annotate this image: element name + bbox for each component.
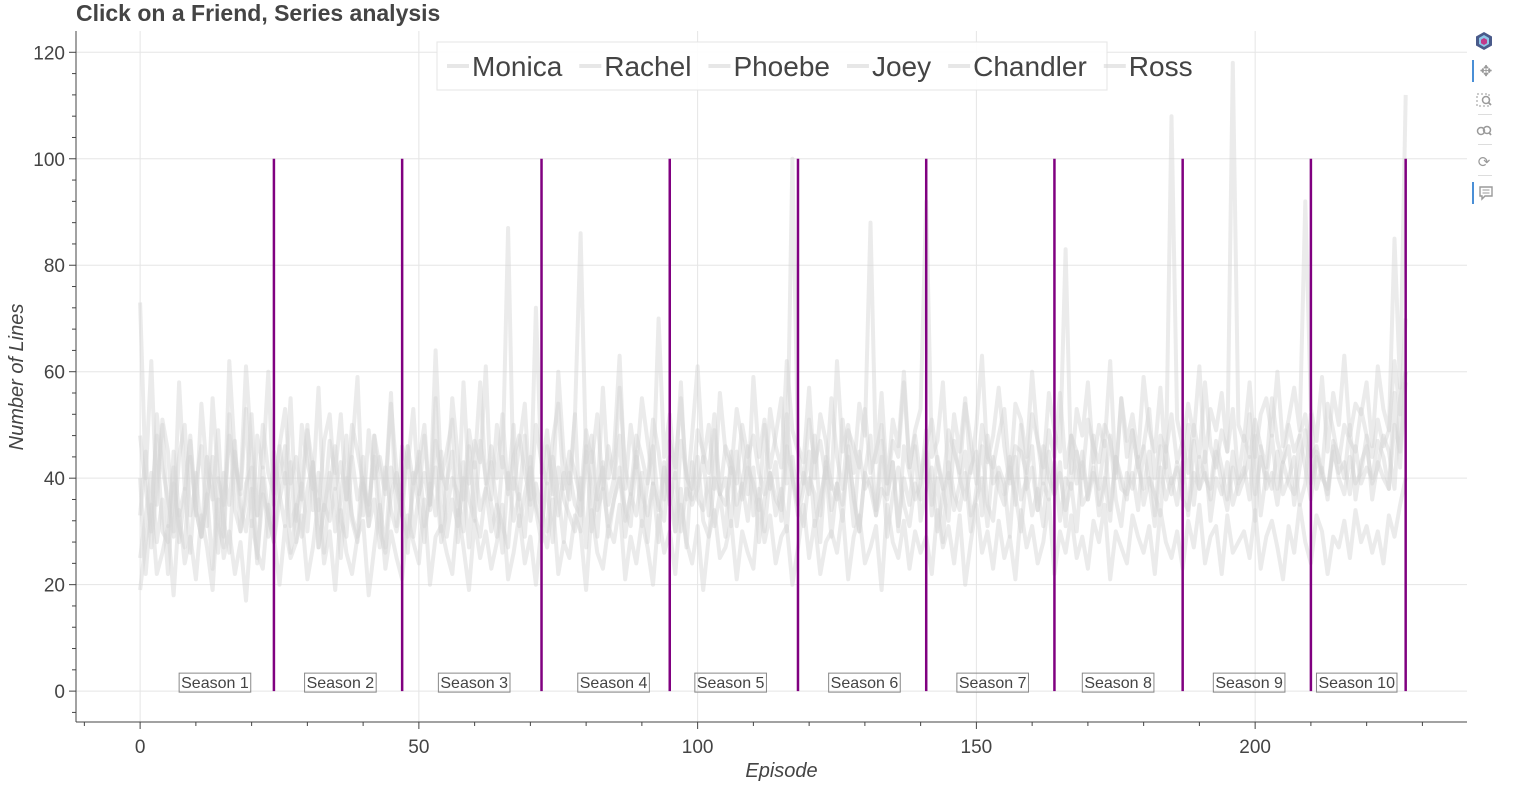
season-label-text: Season 7 <box>959 675 1027 692</box>
season-label-text: Season 2 <box>307 675 375 692</box>
legend-box <box>436 41 1108 91</box>
season-label: Season 5 <box>694 672 767 693</box>
season-label-box <box>1212 672 1286 693</box>
bokeh-logo-icon[interactable] <box>1472 30 1496 52</box>
season-label: Season 8 <box>1081 672 1155 693</box>
series-line-ross[interactable] <box>138 60 1408 539</box>
season-label-text: Season 8 <box>1084 675 1152 692</box>
season-label: Season 4 <box>577 672 650 693</box>
x-tick-label: 200 <box>1239 737 1271 758</box>
season-label-text: Season 6 <box>831 675 899 692</box>
wheel-zoom-icon[interactable] <box>1472 120 1496 142</box>
season-label-box <box>178 672 252 693</box>
season-label: Season 2 <box>304 672 377 693</box>
season-label: Season 6 <box>828 672 901 693</box>
x-axis-label: Episode <box>745 760 817 782</box>
y-tick-label: 120 <box>33 43 65 64</box>
legend-item-joey[interactable]: Joey <box>846 51 931 82</box>
season-label: Season 3 <box>437 672 511 693</box>
y-tick-label: 80 <box>44 256 65 277</box>
season-label-text: Season 5 <box>697 675 765 692</box>
season-label-box <box>828 672 901 693</box>
season-label-box <box>694 672 767 693</box>
series-line-monica[interactable] <box>138 371 1408 576</box>
legend-label: Joey <box>872 51 931 82</box>
season-label: Season 9 <box>1212 672 1286 693</box>
legend-label: Rachel <box>604 51 691 82</box>
series-line-joey[interactable] <box>138 371 1408 555</box>
plot-area <box>76 31 1467 722</box>
season-label-text: Season 3 <box>440 675 508 692</box>
series-line-chandler[interactable] <box>138 382 1408 576</box>
x-tick-label: 50 <box>408 737 429 758</box>
hover-icon[interactable] <box>1472 182 1498 204</box>
season-label: Season 10 <box>1315 672 1398 693</box>
y-tick-label: 60 <box>44 363 65 384</box>
legend-item-monica[interactable]: Monica <box>447 51 563 82</box>
x-tick-label: 150 <box>961 737 993 758</box>
reset-icon[interactable]: ⟳ <box>1477 153 1491 171</box>
season-label-text: Season 1 <box>181 675 249 692</box>
x-tick-label: 0 <box>135 737 146 758</box>
y-tick-label: 0 <box>54 682 65 703</box>
box-zoom-icon[interactable] <box>1472 90 1496 112</box>
season-label-box <box>956 672 1029 693</box>
season-label-box <box>577 672 650 693</box>
legend-label: Phoebe <box>733 51 830 82</box>
y-tick-label: 20 <box>44 576 65 597</box>
series-line-phoebe[interactable] <box>138 477 1408 603</box>
y-axis-label: Number of Lines <box>6 304 28 451</box>
legend: Monica Rachel Phoebe Joey Chandler Ross <box>436 41 1193 91</box>
legend-label: Ross <box>1129 51 1193 82</box>
season-label-box <box>1081 672 1155 693</box>
pan-icon[interactable]: ✥ <box>1472 60 1498 82</box>
season-label-text: Season 9 <box>1215 675 1283 692</box>
legend-item-rachel[interactable]: Rachel <box>579 51 691 82</box>
series-line-rachel[interactable] <box>138 318 1408 539</box>
legend-item-chandler[interactable]: Chandler <box>948 51 1087 82</box>
season-label-box <box>304 672 377 693</box>
season-label: Season 7 <box>956 672 1029 693</box>
season-label-text: Season 4 <box>580 675 648 692</box>
toolbar: ✥ ⟳ <box>1468 28 1500 228</box>
season-label-text: Season 10 <box>1318 675 1395 692</box>
season-label-box <box>1315 672 1398 693</box>
legend-label: Monica <box>472 51 563 82</box>
season-label-box <box>437 672 511 693</box>
legend-item-phoebe[interactable]: Phoebe <box>708 51 830 82</box>
season-label: Season 1 <box>178 672 252 693</box>
chart-title: Click on a Friend, Series analysis <box>76 0 441 26</box>
legend-item-ross[interactable]: Ross <box>1103 51 1193 82</box>
y-tick-label: 40 <box>44 469 65 490</box>
x-tick-label: 100 <box>682 737 714 758</box>
y-tick-label: 100 <box>33 150 65 171</box>
legend-label: Chandler <box>973 51 1087 82</box>
